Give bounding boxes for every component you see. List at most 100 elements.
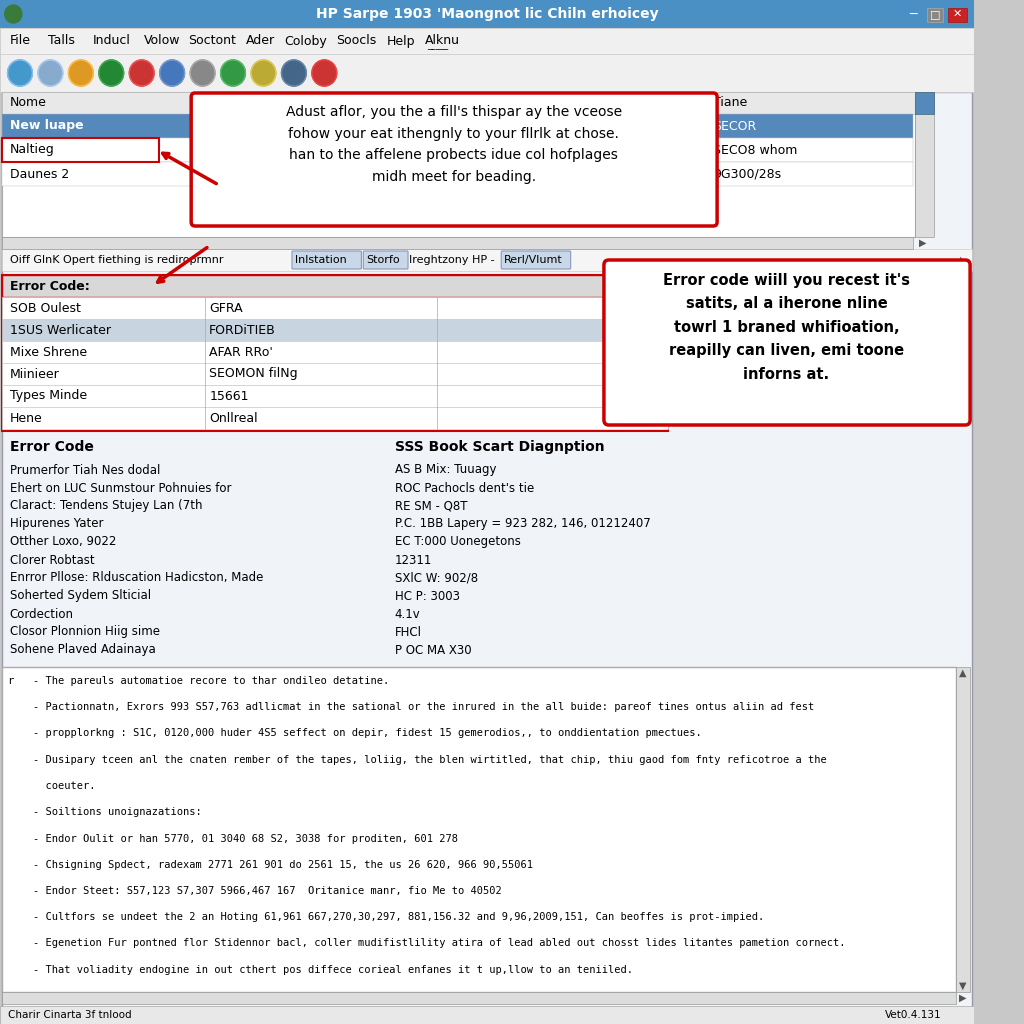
Text: ▼: ▼: [958, 981, 967, 991]
Text: - Soiltions unoignazations:: - Soiltions unoignazations:: [7, 807, 202, 817]
FancyBboxPatch shape: [2, 385, 668, 407]
Text: FORDiTIEB: FORDiTIEB: [209, 324, 276, 337]
Text: Sohene Plaved Adainaya: Sohene Plaved Adainaya: [9, 643, 156, 656]
Text: Mixe Shrene: Mixe Shrene: [9, 345, 87, 358]
Text: Adust aflor, you the a fill's thispar ay the vceose
fohow your eat ithengnly to : Adust aflor, you the a fill's thispar ay…: [286, 105, 622, 184]
FancyBboxPatch shape: [0, 54, 974, 92]
FancyBboxPatch shape: [604, 260, 970, 425]
Text: lnlstation: lnlstation: [295, 255, 346, 265]
Text: Help: Help: [387, 35, 416, 47]
Text: Ireghtzony HP -: Ireghtzony HP -: [409, 255, 495, 265]
Text: - Endor Oulit or han 5770, 01 3040 68 S2, 3038 for proditen, 601 278: - Endor Oulit or han 5770, 01 3040 68 S2…: [7, 834, 458, 844]
FancyBboxPatch shape: [914, 92, 934, 114]
Text: Enrror Pllose: Rlduscation Hadicston, Made: Enrror Pllose: Rlduscation Hadicston, Ma…: [9, 571, 263, 585]
Text: Types Minde: Types Minde: [9, 389, 87, 402]
Text: Hene: Hene: [9, 412, 42, 425]
Text: New luape: New luape: [9, 120, 83, 132]
FancyBboxPatch shape: [2, 138, 706, 162]
Text: SXlC W: 902/8: SXlC W: 902/8: [394, 571, 478, 585]
Circle shape: [312, 60, 337, 86]
Text: Soherted Sydem Slticial: Soherted Sydem Slticial: [9, 590, 151, 602]
FancyBboxPatch shape: [0, 28, 974, 54]
Text: - Dusipary tceen anl the cnaten rember of the tapes, loliig, the blen wirtitled,: - Dusipary tceen anl the cnaten rember o…: [7, 755, 826, 765]
Text: - Chsigning Spdect, radexam 2771 261 901 do 2561 15, the us 26 620, 966 90,55061: - Chsigning Spdect, radexam 2771 261 901…: [7, 860, 532, 869]
FancyBboxPatch shape: [2, 319, 668, 341]
Text: P.C. 1BB Lapery = 923 282, 146, 01212407: P.C. 1BB Lapery = 923 282, 146, 01212407: [394, 517, 650, 530]
Text: - Cultfors se undeet the 2 an Hoting 61,961 667,270,30,297, 881,156.32 and 9,96,: - Cultfors se undeet the 2 an Hoting 61,…: [7, 912, 764, 923]
Text: FHCl: FHCl: [394, 626, 422, 639]
Text: r   - The pareuls automatioe recore to thar ondileo detatine.: r - The pareuls automatioe recore to tha…: [7, 676, 389, 686]
FancyBboxPatch shape: [0, 1006, 974, 1024]
Text: Ehert on LUC Sunmstour Pohnuies for: Ehert on LUC Sunmstour Pohnuies for: [9, 481, 231, 495]
Text: Rerl/Vlumt: Rerl/Vlumt: [504, 255, 563, 265]
FancyBboxPatch shape: [2, 667, 955, 992]
Text: RE SM - Q8T: RE SM - Q8T: [394, 500, 467, 512]
Text: Error Code: Error Code: [9, 440, 93, 454]
FancyBboxPatch shape: [706, 114, 913, 138]
Text: Miinieer: Miinieer: [9, 368, 59, 381]
Text: Clorer Robtast: Clorer Robtast: [9, 554, 94, 566]
Text: coeuter.: coeuter.: [7, 781, 95, 791]
Text: Volow: Volow: [143, 35, 180, 47]
Text: Claract: Tendens Stujey Lan (7th: Claract: Tendens Stujey Lan (7th: [9, 500, 202, 512]
Text: Alknu: Alknu: [425, 35, 460, 47]
Text: - Pactionnatn, Exrors 993 S57,763 adllicmat in the sational or the inrured in th: - Pactionnatn, Exrors 993 S57,763 adllic…: [7, 702, 814, 713]
Text: Closor Plonnion Hiig sime: Closor Plonnion Hiig sime: [9, 626, 160, 639]
FancyBboxPatch shape: [2, 249, 972, 271]
Text: Onllreal: Onllreal: [209, 412, 258, 425]
Circle shape: [38, 60, 62, 86]
Circle shape: [160, 60, 184, 86]
Text: Vet0.4.131: Vet0.4.131: [885, 1010, 941, 1020]
FancyBboxPatch shape: [2, 275, 668, 297]
Text: Error Code:: Error Code:: [9, 280, 89, 293]
FancyBboxPatch shape: [948, 8, 968, 22]
FancyBboxPatch shape: [914, 92, 934, 237]
Text: SEOMON filNg: SEOMON filNg: [209, 368, 298, 381]
Text: Storfo: Storfo: [367, 255, 399, 265]
Circle shape: [190, 60, 215, 86]
Text: ROC Pachocls dent's tie: ROC Pachocls dent's tie: [394, 481, 534, 495]
Text: GFRA: GFRA: [209, 301, 243, 314]
Text: 4.1v: 4.1v: [394, 607, 421, 621]
Circle shape: [282, 60, 306, 86]
Text: - That voliadity endogine in out cthert pos diffece corieal enfanes it t up,llow: - That voliadity endogine in out cthert …: [7, 965, 633, 975]
FancyBboxPatch shape: [2, 162, 706, 186]
Text: - propplorkng : S1C, 0120,000 huder 4S5 seffect on depir, fidest 15 gemerodios,,: - propplorkng : S1C, 0120,000 huder 4S5 …: [7, 728, 701, 738]
FancyBboxPatch shape: [2, 92, 972, 1010]
Text: Naltieg: Naltieg: [9, 143, 54, 157]
Text: SSS Book Scart Diagnption: SSS Book Scart Diagnption: [394, 440, 604, 454]
Text: Prumerfor Tiah Nes dodal: Prumerfor Tiah Nes dodal: [9, 464, 160, 476]
Text: Otther Loxo, 9022: Otther Loxo, 9022: [9, 536, 116, 549]
Text: AFAR RRo': AFAR RRo': [209, 345, 273, 358]
Circle shape: [251, 60, 275, 86]
Text: HP Sarpe 1903 'Maongnot lic Chiln erhoicey: HP Sarpe 1903 'Maongnot lic Chiln erhoic…: [315, 7, 658, 22]
Text: - Endor Steet: S57,123 S7,307 5966,467 167  Oritanice manr, fio Me to 40502: - Endor Steet: S57,123 S7,307 5966,467 1…: [7, 886, 502, 896]
Text: Charir Cinarta 3f tnlood: Charir Cinarta 3f tnlood: [7, 1010, 131, 1020]
Text: Soctont: Soctont: [188, 35, 237, 47]
FancyBboxPatch shape: [928, 8, 942, 22]
FancyBboxPatch shape: [2, 362, 668, 385]
FancyBboxPatch shape: [2, 92, 914, 237]
Text: 9G300/28s: 9G300/28s: [714, 168, 781, 180]
Text: Talls: Talls: [47, 35, 75, 47]
Text: Cordection: Cordection: [9, 607, 74, 621]
FancyBboxPatch shape: [2, 114, 706, 138]
Text: File: File: [9, 35, 31, 47]
FancyBboxPatch shape: [2, 341, 668, 362]
Circle shape: [5, 5, 22, 23]
FancyBboxPatch shape: [0, 0, 974, 28]
Text: 15661: 15661: [209, 389, 249, 402]
Text: Daunes 2: Daunes 2: [9, 168, 69, 180]
Text: HC P: 3003: HC P: 3003: [394, 590, 460, 602]
Circle shape: [220, 60, 246, 86]
Text: ✕: ✕: [953, 9, 963, 19]
Text: SECOR: SECOR: [714, 120, 757, 132]
FancyBboxPatch shape: [2, 275, 668, 431]
Text: ▶: ▶: [958, 993, 967, 1002]
Text: Soocls: Soocls: [336, 35, 376, 47]
Text: ▲: ▲: [958, 668, 967, 678]
FancyBboxPatch shape: [2, 297, 668, 319]
Circle shape: [99, 60, 124, 86]
Text: _____: _____: [427, 41, 449, 50]
Text: Oiff GlnK Opert fiething is rediroprmnr: Oiff GlnK Opert fiething is rediroprmnr: [9, 255, 223, 265]
